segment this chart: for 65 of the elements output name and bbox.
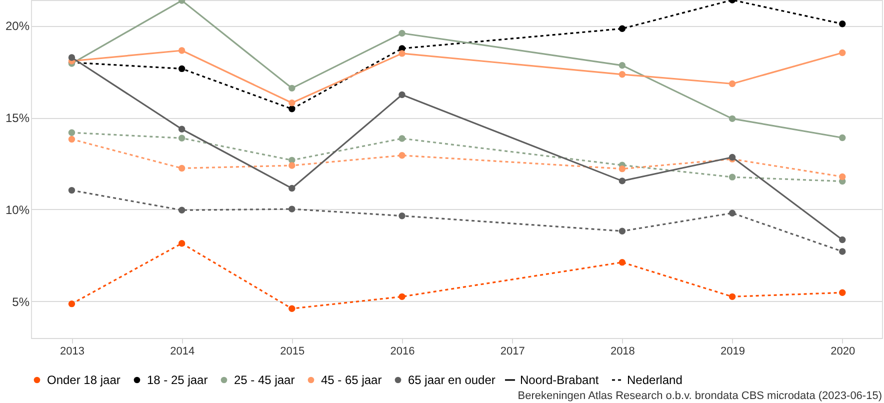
point [288, 305, 296, 312]
point [68, 136, 76, 143]
point [68, 300, 76, 308]
y-tick-label: 15% [5, 111, 30, 126]
x-tick-label: 2019 [720, 346, 746, 358]
y-tick-label: 5% [12, 294, 30, 309]
point [618, 228, 626, 234]
point [839, 236, 846, 244]
x-tick-label: 2020 [830, 346, 856, 358]
point [839, 173, 846, 180]
point [839, 248, 846, 255]
point [178, 134, 186, 142]
x-tick-label: 2014 [170, 346, 195, 358]
point [398, 152, 406, 159]
point [618, 258, 626, 266]
point [728, 210, 736, 216]
point [618, 178, 626, 184]
legend-label: 25 - 45 jaar [234, 373, 295, 387]
point [398, 212, 406, 220]
text: Noord-Brabant [520, 373, 600, 387]
point [68, 54, 76, 61]
point [618, 165, 626, 172]
point [618, 25, 626, 32]
point [398, 30, 406, 37]
point [68, 129, 76, 136]
legend-label: 65 jaar en ouder [408, 373, 496, 387]
point [728, 80, 736, 88]
point [728, 115, 736, 122]
point [68, 186, 76, 194]
point [178, 65, 186, 72]
point [288, 106, 296, 112]
point [288, 162, 296, 169]
point [398, 135, 406, 142]
legend-label: 18 - 25 jaar [147, 373, 208, 387]
point [398, 293, 406, 300]
point [178, 47, 186, 54]
point [398, 91, 406, 98]
y-tick-label: 20% [5, 19, 30, 34]
x-tick-label: 2018 [610, 346, 635, 358]
point [618, 62, 626, 69]
point [839, 49, 846, 56]
y-tick-label: 10% [5, 202, 30, 217]
legend-label: Onder 18 jaar [47, 373, 120, 387]
point [288, 84, 296, 92]
point [398, 50, 406, 57]
point [839, 20, 846, 28]
point [288, 100, 296, 106]
point [178, 206, 186, 214]
point [288, 206, 296, 212]
point [839, 134, 846, 142]
x-tick-label: 2015 [280, 346, 305, 358]
point [839, 289, 846, 296]
x-tick-label: 2013 [60, 346, 84, 358]
point [618, 71, 626, 78]
x-tick-label: 2017 [500, 346, 525, 358]
point [288, 184, 296, 192]
point [728, 293, 736, 300]
text: Nederland [627, 373, 682, 387]
text: Berekeningen Atlas Research o.b.v. brondata CBS microdata (2023-06-15) [518, 390, 882, 402]
x-tick-label: 2016 [390, 346, 415, 358]
point [178, 126, 186, 132]
legend-label: 45 - 65 jaar [321, 373, 382, 387]
point [178, 240, 186, 247]
point [728, 174, 736, 180]
point [178, 164, 186, 172]
